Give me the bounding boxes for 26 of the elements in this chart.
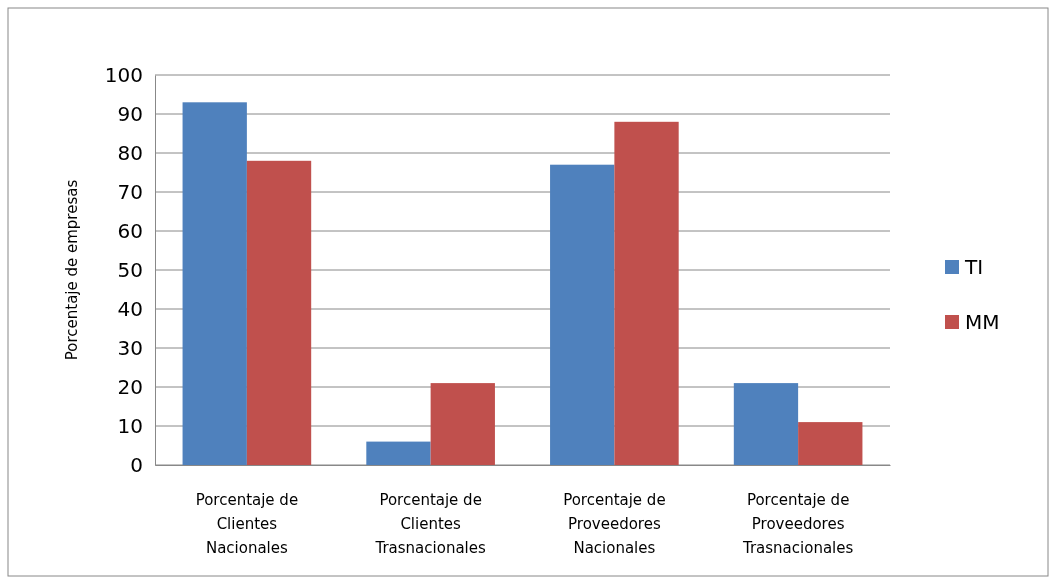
y-tick-label: 40: [117, 296, 143, 321]
bar: [246, 160, 312, 465]
x-tick-label: Porcentaje de Clientes Nacionales: [195, 491, 299, 557]
y-tick-label: 20: [117, 374, 143, 399]
y-tick-label: 60: [117, 218, 143, 243]
bar: [430, 383, 495, 465]
y-tick-label: 30: [117, 335, 143, 360]
y-tick-label: 100: [104, 62, 143, 87]
bar: [182, 102, 247, 465]
y-tick-label: 70: [117, 179, 143, 204]
bar: [366, 441, 431, 465]
legend-label: MM: [965, 310, 1000, 334]
x-tick-label: Porcentaje de Proveedores Nacionales: [563, 491, 666, 557]
bar: [614, 121, 679, 465]
x-tick-label: Porcentaje de Proveedores Trasnacionales: [741, 491, 854, 557]
y-axis-title: Porcentaje de empresas: [63, 179, 81, 361]
y-tick-label: 50: [117, 257, 143, 282]
bar: [798, 422, 863, 465]
y-tick-label: 0: [130, 452, 143, 477]
x-tick-label: Porcentaje de Clientes Trasnacionales: [374, 491, 486, 557]
y-tick-label: 90: [117, 101, 143, 126]
y-tick-label: 80: [117, 140, 143, 165]
bar: [733, 383, 799, 465]
bar: [550, 164, 615, 465]
y-tick-label: 10: [117, 413, 143, 438]
legend-label: TI: [964, 255, 984, 279]
